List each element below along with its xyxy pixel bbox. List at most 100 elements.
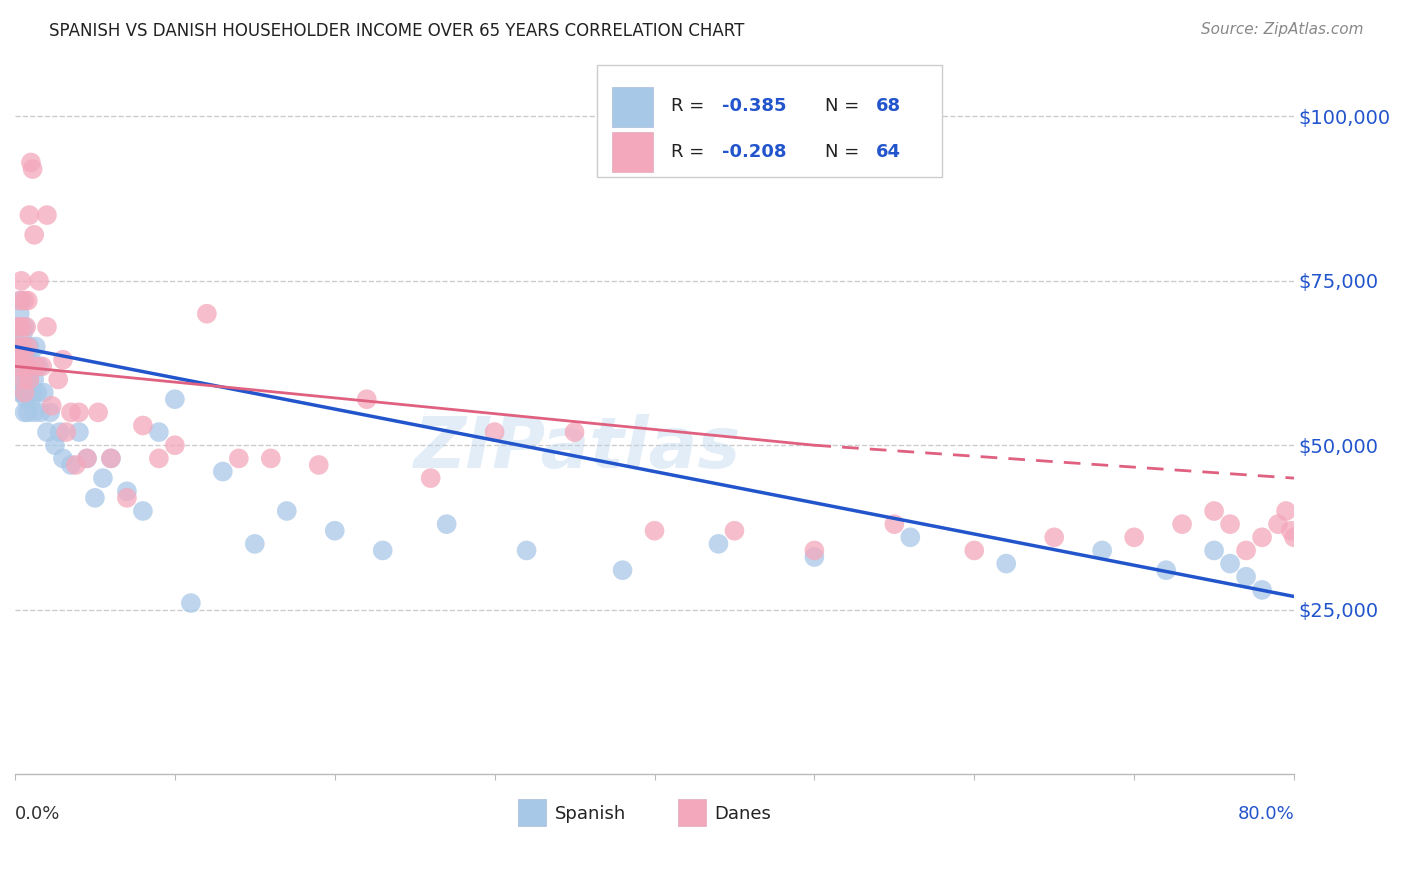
Point — [24, 340, 46, 354]
Point — [10, 372, 32, 386]
Point — [15, 372, 38, 386]
Point — [7, 352, 30, 367]
Point — [67, 425, 90, 439]
Point — [484, 425, 506, 439]
Point — [24, 359, 46, 374]
Point — [8, 293, 31, 308]
Text: Spanish: Spanish — [555, 805, 626, 822]
Point — [55, 425, 77, 439]
Bar — [678, 798, 706, 826]
Point — [898, 530, 921, 544]
Point — [644, 524, 666, 538]
Point — [803, 549, 825, 564]
Point — [1171, 517, 1194, 532]
Point — [115, 484, 138, 499]
FancyBboxPatch shape — [598, 65, 942, 178]
Text: N =: N = — [824, 97, 865, 115]
Point — [6, 340, 28, 354]
Point — [27, 385, 49, 400]
Text: ZIPatlas: ZIPatlas — [415, 414, 741, 483]
Point — [8, 359, 31, 374]
Point — [8, 385, 31, 400]
Point — [11, 352, 34, 367]
Point — [11, 340, 34, 354]
Point — [10, 293, 32, 308]
Bar — [612, 87, 654, 127]
Point — [35, 319, 58, 334]
Point — [10, 319, 32, 334]
Point — [13, 352, 35, 367]
Point — [228, 451, 250, 466]
Point — [1279, 524, 1302, 538]
Point — [995, 557, 1018, 571]
Point — [963, 543, 986, 558]
Point — [1234, 543, 1257, 558]
Point — [91, 471, 114, 485]
Point — [612, 563, 634, 577]
Point — [67, 405, 90, 419]
Point — [39, 405, 62, 419]
Point — [11, 372, 34, 386]
Point — [243, 537, 266, 551]
Bar — [517, 798, 546, 826]
Point — [195, 307, 218, 321]
Point — [59, 458, 82, 472]
Point — [803, 543, 825, 558]
Text: Source: ZipAtlas.com: Source: ZipAtlas.com — [1201, 22, 1364, 37]
Point — [356, 392, 378, 407]
Point — [564, 425, 586, 439]
Text: 68: 68 — [876, 97, 901, 115]
Point — [132, 504, 155, 518]
Point — [49, 425, 72, 439]
Point — [132, 418, 155, 433]
Point — [100, 451, 122, 466]
Point — [1043, 530, 1066, 544]
Point — [21, 359, 44, 374]
Point — [13, 385, 35, 400]
Point — [20, 392, 42, 407]
Point — [22, 227, 45, 242]
Point — [308, 458, 330, 472]
Point — [1219, 517, 1241, 532]
Point — [13, 319, 35, 334]
Point — [1275, 504, 1298, 518]
Point — [17, 340, 39, 354]
Point — [15, 319, 38, 334]
Point — [35, 425, 58, 439]
Point — [21, 162, 44, 177]
Point — [17, 359, 39, 374]
Text: 0.0%: 0.0% — [15, 805, 60, 822]
Point — [419, 471, 441, 485]
Point — [18, 208, 41, 222]
Point — [17, 293, 39, 308]
Point — [148, 451, 170, 466]
Text: 80.0%: 80.0% — [1237, 805, 1294, 822]
Point — [20, 352, 42, 367]
Bar — [612, 132, 654, 172]
Point — [115, 491, 138, 505]
Point — [10, 274, 32, 288]
Text: SPANISH VS DANISH HOUSEHOLDER INCOME OVER 65 YEARS CORRELATION CHART: SPANISH VS DANISH HOUSEHOLDER INCOME OVE… — [49, 22, 745, 40]
Point — [1202, 504, 1225, 518]
Point — [59, 405, 82, 419]
Point — [1219, 557, 1241, 571]
Point — [18, 372, 41, 386]
Point — [11, 326, 34, 341]
Text: -0.208: -0.208 — [723, 143, 787, 161]
Point — [35, 208, 58, 222]
Point — [1282, 530, 1305, 544]
Point — [65, 458, 87, 472]
Point — [371, 543, 394, 558]
Point — [163, 438, 186, 452]
Point — [1234, 570, 1257, 584]
Text: N =: N = — [824, 143, 865, 161]
Point — [13, 359, 35, 374]
Point — [11, 385, 34, 400]
Point — [1267, 517, 1289, 532]
Point — [1154, 563, 1177, 577]
Point — [6, 340, 28, 354]
Point — [87, 405, 110, 419]
Point — [41, 399, 63, 413]
Point — [18, 340, 41, 354]
Point — [13, 405, 35, 419]
